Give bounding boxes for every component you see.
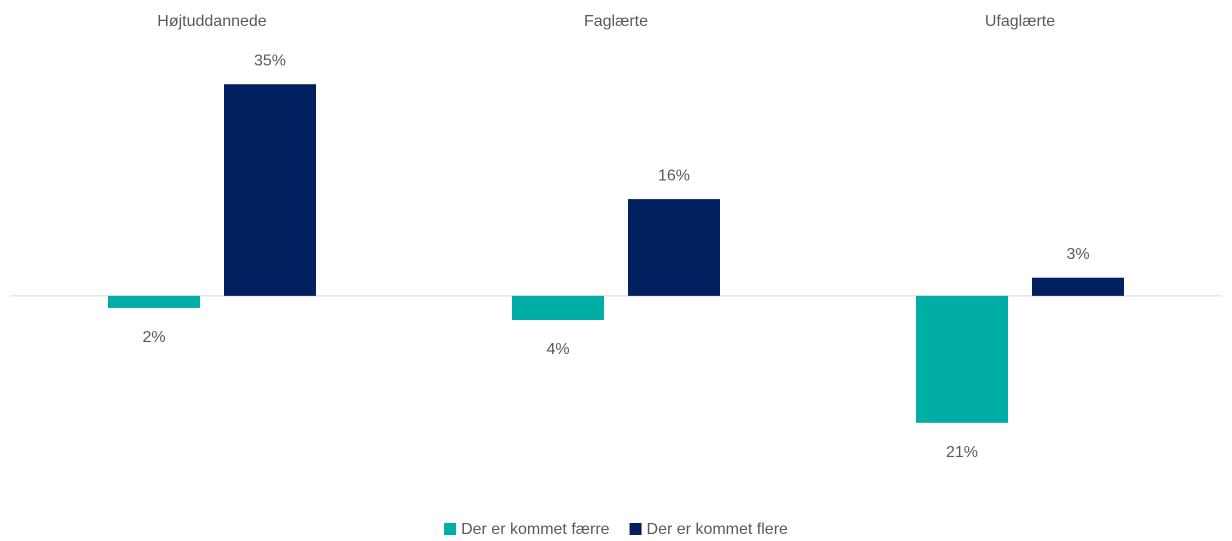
bar: [512, 295, 604, 321]
bar: [916, 295, 1008, 423]
category-label: Højtuddannede: [157, 13, 267, 30]
legend-swatch: [629, 523, 642, 535]
data-label: 2%: [142, 329, 165, 346]
bar: [224, 84, 316, 296]
bar: [108, 295, 200, 308]
category-label: Faglærte: [584, 13, 648, 30]
data-label: 16%: [658, 167, 690, 184]
bar: [1032, 277, 1124, 296]
legend-label: Der er kommet færre: [461, 521, 610, 538]
legend-swatch: [444, 523, 457, 535]
bar: [628, 199, 720, 296]
data-label: 35%: [254, 52, 286, 69]
data-label: 3%: [1066, 246, 1089, 263]
data-label: 4%: [546, 341, 569, 358]
data-label: 21%: [946, 444, 978, 461]
legend-label: Der er kommet flere: [647, 521, 788, 538]
category-label: Ufaglærte: [985, 13, 1055, 30]
